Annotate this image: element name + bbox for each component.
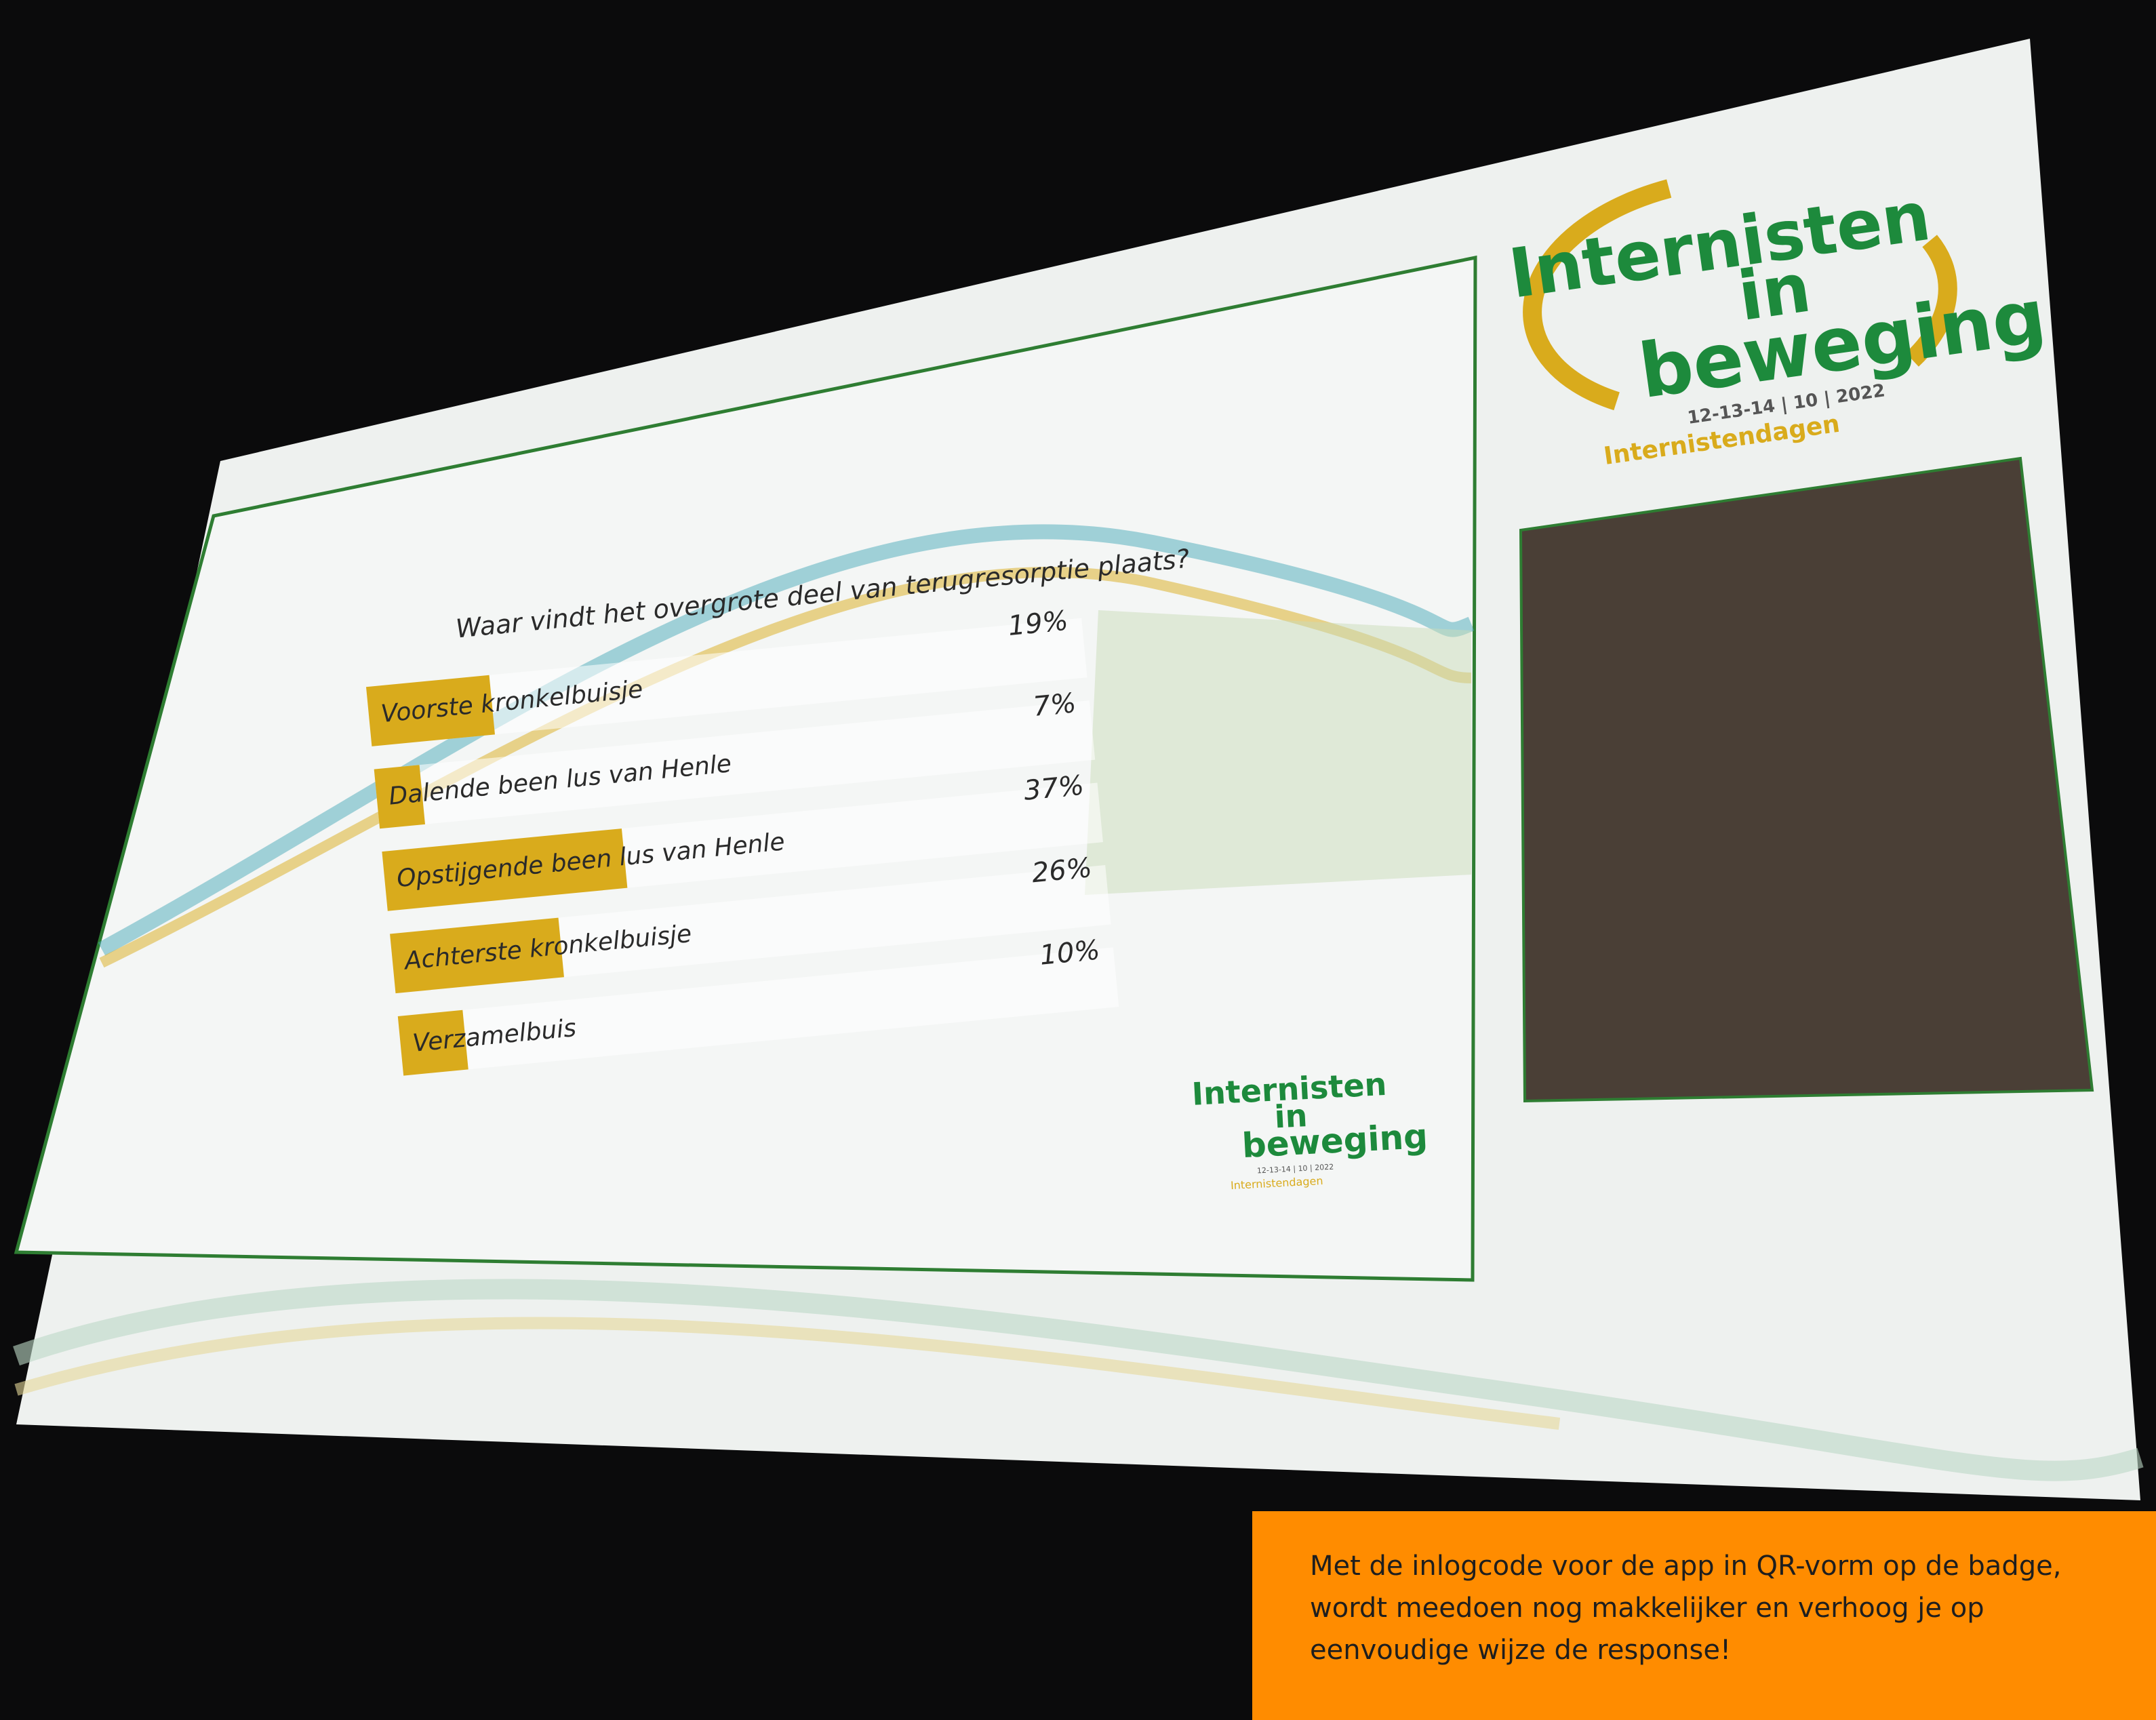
value-label: 26% <box>1031 852 1094 889</box>
value-label: 37% <box>1022 770 1085 807</box>
value-label: 19% <box>1007 605 1070 642</box>
value-label: 7% <box>1032 687 1078 723</box>
page: Waar vindt het overgrote deel van terugr… <box>0 0 2156 1720</box>
value-label: 10% <box>1038 934 1101 971</box>
video-panel <box>1521 458 2092 1101</box>
caption: Met de inlogcode voor de app in QR-vorm … <box>1252 1511 2156 1720</box>
decor-band <box>1085 610 1471 895</box>
photo: Waar vindt het overgrote deel van terugr… <box>0 0 2156 1720</box>
